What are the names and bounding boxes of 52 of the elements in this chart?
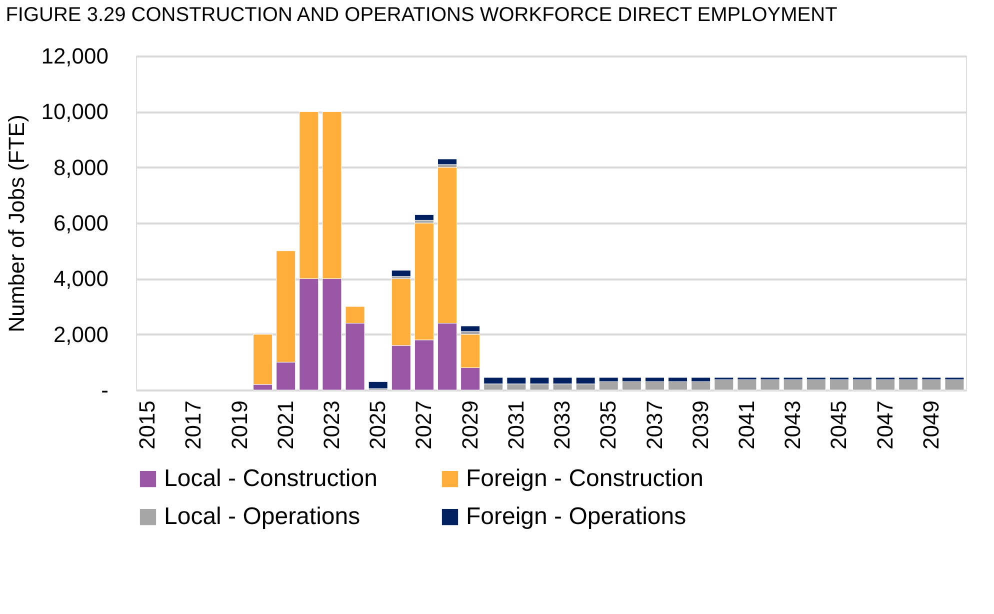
x-tick-label: 2033 [550, 400, 575, 450]
y-tick-label: 12,000 [41, 44, 108, 68]
y-tick-label: 8,000 [53, 154, 108, 180]
chart-title: FIGURE 3.29 CONSTRUCTION AND OPERATIONS WORKFORCE DIRECT EMPLOYMENT [6, 4, 838, 26]
legend-label: Foreign - Construction [466, 465, 704, 492]
x-tick-label: 2021 [272, 400, 298, 450]
x-tick-label: 2023 [318, 400, 344, 450]
bar [783, 379, 803, 390]
x-tick-label: 2025 [365, 400, 390, 450]
x-tick-label: 2037 [642, 400, 667, 450]
x-tick-label: 2049 [918, 400, 944, 450]
bar [645, 381, 664, 390]
bar [622, 381, 642, 390]
legend-label: Local - Construction [164, 465, 378, 492]
x-tick-label: 2043 [780, 400, 806, 450]
x-tick-label: 2047 [872, 400, 898, 450]
y-tick-label: 2,000 [53, 322, 108, 347]
x-tick-label: 2019 [226, 400, 252, 450]
bar [944, 379, 964, 390]
bar [668, 381, 688, 390]
x-tick-label: 2017 [180, 400, 206, 450]
y-tick-label: 4,000 [53, 266, 108, 292]
bar [598, 381, 618, 390]
x-tick-label: 2041 [734, 400, 759, 450]
x-tick-label: 2045 [826, 400, 852, 450]
bar [737, 379, 757, 390]
y-tick-label: 10,000 [41, 99, 108, 124]
y-tick-label: - [101, 378, 108, 402]
bar [438, 158, 457, 165]
legend-label: Local - Operations [164, 503, 360, 530]
x-tick-label: 2035 [596, 400, 621, 450]
bar [714, 379, 734, 390]
bar [368, 381, 388, 389]
x-tick-label: 2015 [134, 400, 160, 450]
bar [922, 379, 942, 390]
y-axis-title: Number of Jobs (FTE) [4, 114, 30, 332]
x-tick-label: 2029 [457, 400, 482, 450]
bar [852, 379, 872, 390]
bar [806, 379, 826, 390]
x-tick-label: 2031 [503, 400, 528, 450]
x-tick-label: 2027 [411, 400, 436, 450]
y-tick-label: 6,000 [53, 210, 108, 236]
bar [760, 379, 780, 390]
x-tick-label: 2039 [688, 400, 713, 450]
bar [829, 379, 849, 390]
bar [460, 326, 480, 332]
bar [898, 379, 918, 390]
bar [691, 381, 711, 390]
legend-label: Foreign - Operations [466, 503, 686, 530]
bar [391, 270, 411, 277]
bar [876, 379, 896, 390]
bar [414, 214, 434, 220]
